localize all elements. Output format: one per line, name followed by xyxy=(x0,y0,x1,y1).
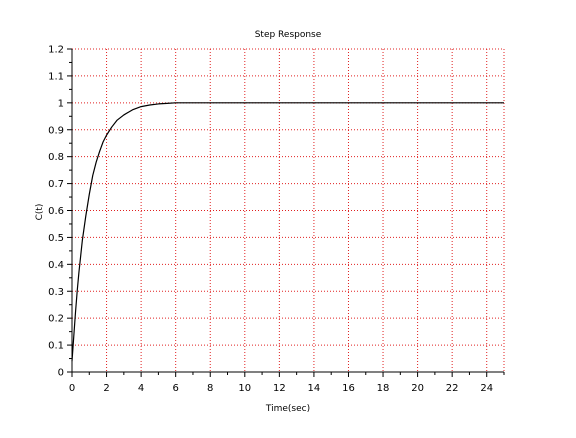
x-tick-label: 2 xyxy=(103,383,109,394)
y-tick-label: 1.1 xyxy=(48,71,64,82)
x-tick-label: 12 xyxy=(273,383,286,394)
series-layer xyxy=(71,102,504,362)
y-tick-label: 0.7 xyxy=(48,179,64,190)
y-tick-label: 0.5 xyxy=(48,233,64,244)
y-tick-label: 0.9 xyxy=(48,125,64,136)
x-tick-label: 22 xyxy=(446,383,459,394)
chart-title: Step Response xyxy=(255,30,322,40)
y-tick-label: 1 xyxy=(58,98,64,109)
x-tick-label: 14 xyxy=(308,383,321,394)
axis-ticks xyxy=(67,48,505,377)
y-tick-label: 0 xyxy=(58,368,64,379)
x-tick-label: 18 xyxy=(377,383,390,394)
y-tick-label: 0.4 xyxy=(48,260,64,271)
x-axis-title: Time(sec) xyxy=(265,404,310,414)
x-tick-label: 16 xyxy=(342,383,355,394)
x-tick-label: 8 xyxy=(207,383,213,394)
y-tick-label: 0.1 xyxy=(48,341,64,352)
y-tick-label: 0.8 xyxy=(48,152,64,163)
x-tick-label: 24 xyxy=(480,383,493,394)
y-tick-label: 0.3 xyxy=(48,287,64,298)
y-tick-label: 0.6 xyxy=(48,206,64,217)
step-response-line xyxy=(71,102,504,362)
x-tick-label: 20 xyxy=(411,383,424,394)
tick-labels: 0 2 4 6 8 10 12 14 16 18 20 22 2400.10.20.30.40.50.6… xyxy=(48,45,493,395)
x-tick-label: 4 xyxy=(138,383,144,394)
y-axis-title: C(t) xyxy=(35,204,45,221)
x-tick-label: 6 xyxy=(172,383,178,394)
x-tick-label: 0 xyxy=(69,383,75,394)
y-tick-label: 0.2 xyxy=(48,314,64,325)
x-tick-label: 10 xyxy=(238,383,251,394)
y-tick-label: 1.2 xyxy=(48,45,64,56)
